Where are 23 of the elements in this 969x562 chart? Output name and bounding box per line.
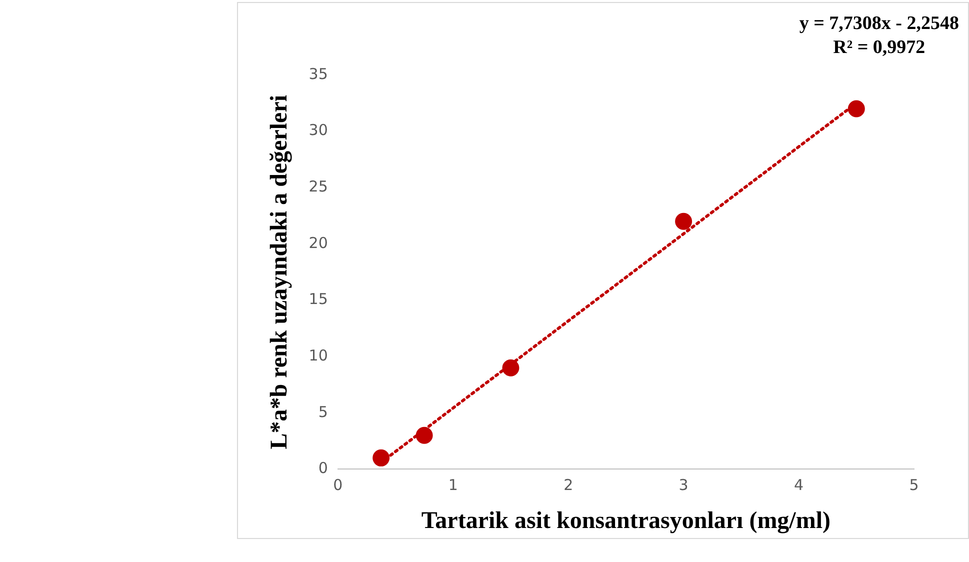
y-tick-label: 35 <box>308 64 328 83</box>
y-tick-label: 30 <box>308 121 328 140</box>
x-tick-label: 4 <box>794 476 804 494</box>
point <box>502 359 520 376</box>
y-tick-label: 20 <box>308 234 328 252</box>
point <box>848 100 865 118</box>
x-tick-label: 0 <box>333 476 343 494</box>
x-tick-label: 3 <box>678 476 688 494</box>
point <box>416 426 433 444</box>
x-tick-label: 5 <box>909 476 919 494</box>
y-tick-label: 5 <box>318 402 328 421</box>
x-tick-label: 1 <box>448 476 458 494</box>
y-tick-label: 0 <box>318 459 328 478</box>
point <box>675 212 692 230</box>
text: y = 7,7308x - 2,2548 <box>799 12 959 36</box>
y-tick-label: 25 <box>308 178 328 196</box>
text: R² = 0,9972 <box>832 36 926 60</box>
point <box>372 449 390 466</box>
y-tick-label: 10 <box>308 346 328 364</box>
y-tick-label: 15 <box>308 290 328 308</box>
x-axis-title: Tartarik asit konsantrasyonları (mg/ml) <box>421 508 831 534</box>
x-tick-label: 2 <box>564 476 574 494</box>
y-axis-title: L*a*b renk uzayındaki a değerleri <box>266 94 293 450</box>
